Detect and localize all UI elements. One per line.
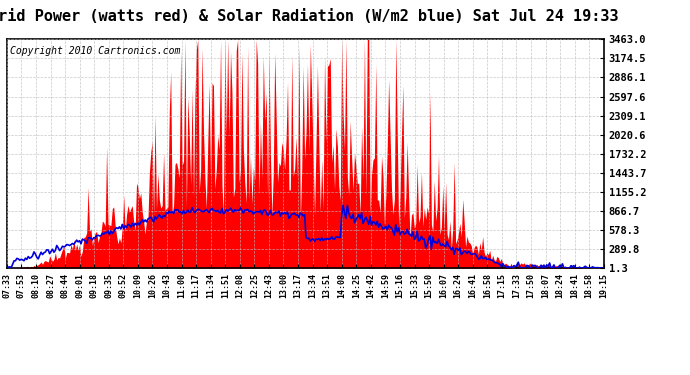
Text: Copyright 2010 Cartronics.com: Copyright 2010 Cartronics.com [10, 46, 180, 56]
Text: Grid Power (watts red) & Solar Radiation (W/m2 blue) Sat Jul 24 19:33: Grid Power (watts red) & Solar Radiation… [0, 9, 618, 24]
